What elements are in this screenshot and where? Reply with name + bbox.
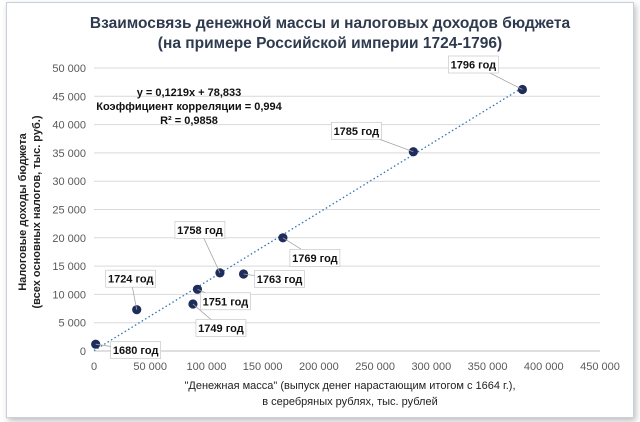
x-axis-label-line2: в серебряных рублях, тыс. рублей (262, 396, 438, 408)
data-label: 1724 год (108, 274, 154, 286)
y-tick-label: 35 000 (52, 148, 86, 160)
x-tick-label: 100 000 (187, 361, 227, 373)
y-tick-label: 20 000 (52, 233, 86, 245)
x-tick-label: 350 000 (468, 361, 508, 373)
x-tick-label: 0 (91, 361, 97, 373)
x-tick-label: 300 000 (411, 361, 451, 373)
equation-line: y = 0,1219x + 78,833 (137, 87, 242, 99)
r-squared-line: R² = 0,9858 (160, 115, 218, 127)
data-label: 1758 год (177, 225, 223, 237)
y-tick-label: 30 000 (52, 176, 86, 188)
y-tick-label: 15 000 (52, 261, 86, 273)
data-point (278, 233, 287, 242)
data-label: 1751 год (203, 296, 249, 308)
data-label: 1796 год (451, 60, 497, 72)
y-tick-label: 40 000 (52, 120, 86, 132)
y-axis-label-line2: (всех основных налогов, тыс. руб.) (31, 115, 43, 308)
x-tick-label: 50 000 (133, 361, 167, 373)
trend-line (94, 88, 522, 351)
data-label: 1763 год (257, 274, 303, 286)
x-tick-label: 400 000 (524, 361, 564, 373)
x-tick-label: 250 000 (355, 361, 395, 373)
y-tick-label: 10 000 (52, 289, 86, 301)
data-label: 1769 год (292, 253, 338, 265)
data-label: 1785 год (334, 126, 380, 138)
data-label: 1680 год (113, 345, 159, 357)
chart-title: Взаимосвязь денежной массы и налоговых д… (90, 15, 571, 32)
y-tick-label: 5 000 (58, 318, 86, 330)
y-tick-label: 45 000 (52, 91, 86, 103)
y-tick-label: 0 (80, 346, 86, 358)
y-axis-label-line1: Налоговые доходы бюджета (17, 132, 29, 290)
chart-subtitle: (на примере Российской империи 1724-1796… (158, 35, 502, 52)
data-label: 1749 год (198, 323, 244, 335)
y-tick-label: 25 000 (52, 205, 86, 217)
y-tick-label: 50 000 (52, 63, 86, 75)
x-tick-label: 450 000 (580, 361, 620, 373)
x-axis-label-line1: "Денежная масса" (выпуск денег нарастающ… (184, 380, 515, 392)
x-tick-label: 200 000 (299, 361, 339, 373)
x-tick-label: 150 000 (243, 361, 283, 373)
correlation-line: Коэффициент корреляции = 0,994 (96, 101, 282, 113)
